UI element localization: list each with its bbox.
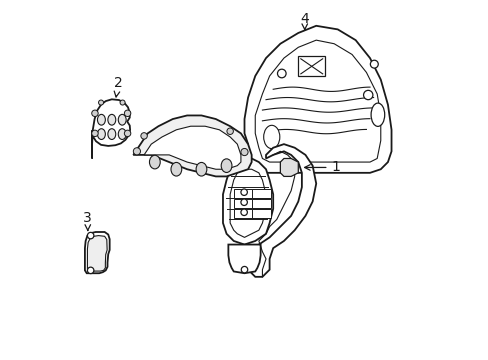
Text: 1: 1 (304, 161, 340, 175)
Ellipse shape (118, 129, 126, 139)
Circle shape (133, 148, 140, 155)
Circle shape (226, 128, 233, 134)
Circle shape (241, 148, 247, 156)
Circle shape (92, 110, 98, 117)
Polygon shape (87, 235, 107, 271)
Polygon shape (247, 144, 316, 277)
Ellipse shape (108, 129, 116, 139)
Ellipse shape (196, 162, 206, 176)
Polygon shape (244, 26, 391, 173)
Bar (233, 209, 253, 218)
Ellipse shape (108, 114, 116, 125)
Bar (251, 199, 271, 208)
Circle shape (87, 267, 94, 274)
Ellipse shape (171, 162, 182, 176)
Circle shape (277, 69, 285, 78)
Circle shape (369, 60, 378, 68)
Ellipse shape (263, 125, 279, 149)
Bar (251, 209, 271, 218)
Ellipse shape (97, 114, 105, 125)
Polygon shape (92, 99, 130, 158)
Ellipse shape (97, 129, 105, 139)
Text: 3: 3 (83, 211, 92, 230)
Bar (298, 56, 325, 76)
Circle shape (241, 266, 247, 273)
Polygon shape (228, 244, 260, 273)
Circle shape (363, 90, 372, 100)
Circle shape (92, 130, 98, 136)
Ellipse shape (370, 103, 384, 126)
Circle shape (87, 232, 94, 239)
Polygon shape (133, 116, 251, 176)
Circle shape (99, 100, 103, 105)
Bar (251, 189, 271, 198)
Polygon shape (280, 158, 298, 176)
Ellipse shape (221, 159, 231, 172)
Circle shape (141, 133, 147, 139)
Text: 2: 2 (114, 76, 122, 97)
Circle shape (124, 130, 131, 136)
Ellipse shape (118, 114, 126, 125)
Circle shape (241, 199, 247, 206)
Polygon shape (85, 232, 109, 273)
Text: 4: 4 (300, 12, 308, 30)
Polygon shape (144, 126, 241, 169)
Ellipse shape (149, 155, 160, 169)
Circle shape (124, 110, 131, 117)
Bar (233, 199, 253, 208)
Circle shape (241, 189, 247, 195)
Polygon shape (223, 158, 273, 244)
Circle shape (120, 100, 125, 105)
Polygon shape (255, 40, 380, 162)
Polygon shape (230, 169, 265, 237)
Bar (233, 189, 253, 198)
Circle shape (241, 209, 247, 216)
